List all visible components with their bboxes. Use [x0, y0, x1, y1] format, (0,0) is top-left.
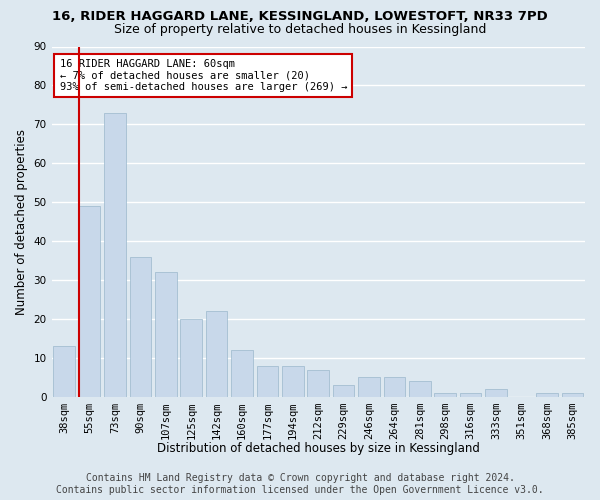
Bar	[333, 385, 355, 397]
Bar	[562, 393, 583, 397]
Text: Size of property relative to detached houses in Kessingland: Size of property relative to detached ho…	[114, 22, 486, 36]
Bar	[383, 378, 405, 397]
Y-axis label: Number of detached properties: Number of detached properties	[15, 128, 28, 314]
Bar	[206, 311, 227, 397]
Bar	[485, 389, 507, 397]
Bar	[358, 378, 380, 397]
Bar	[434, 393, 456, 397]
Bar	[104, 112, 126, 397]
Bar	[231, 350, 253, 397]
Bar	[460, 393, 481, 397]
Bar	[257, 366, 278, 397]
Bar	[53, 346, 75, 397]
Bar	[282, 366, 304, 397]
Bar	[307, 370, 329, 397]
Bar	[181, 319, 202, 397]
Text: 16 RIDER HAGGARD LANE: 60sqm
← 7% of detached houses are smaller (20)
93% of sem: 16 RIDER HAGGARD LANE: 60sqm ← 7% of det…	[59, 59, 347, 92]
Bar	[536, 393, 557, 397]
Bar	[130, 256, 151, 397]
Bar	[409, 382, 431, 397]
Text: 16, RIDER HAGGARD LANE, KESSINGLAND, LOWESTOFT, NR33 7PD: 16, RIDER HAGGARD LANE, KESSINGLAND, LOW…	[52, 10, 548, 23]
Bar	[79, 206, 100, 397]
X-axis label: Distribution of detached houses by size in Kessingland: Distribution of detached houses by size …	[157, 442, 480, 455]
Text: Contains HM Land Registry data © Crown copyright and database right 2024.
Contai: Contains HM Land Registry data © Crown c…	[56, 474, 544, 495]
Bar	[155, 272, 176, 397]
